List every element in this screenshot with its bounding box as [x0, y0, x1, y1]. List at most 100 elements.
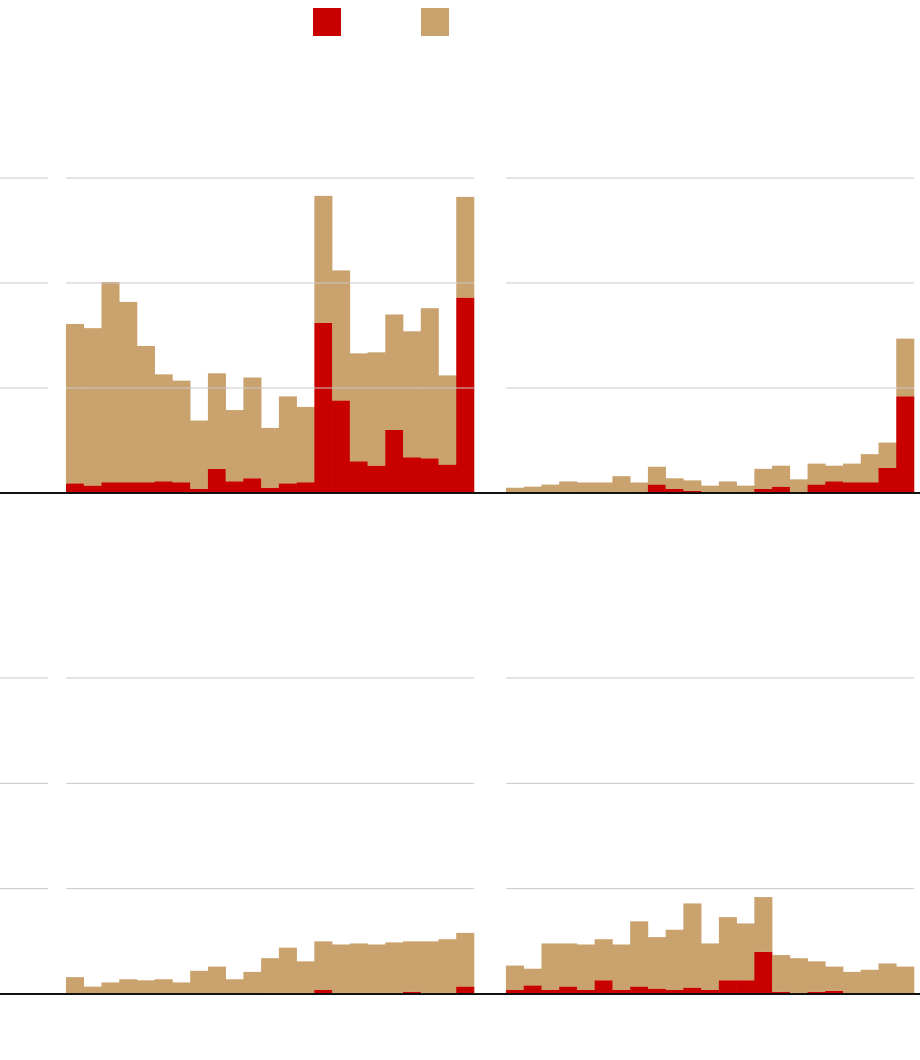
bar-segment	[878, 467, 897, 493]
bar-segment	[754, 468, 773, 489]
bar-segment	[843, 482, 862, 493]
bar-segment	[860, 969, 879, 994]
bar-segment	[718, 980, 737, 994]
bar-segment	[559, 943, 578, 987]
bar-segment	[243, 377, 262, 479]
bar-segment	[541, 989, 560, 994]
legend-swatch	[421, 8, 449, 36]
bar-segment	[190, 488, 209, 493]
bar-segment	[807, 484, 826, 493]
bar-segment	[314, 195, 333, 323]
bar-segment	[683, 987, 702, 994]
bar-segment	[438, 464, 457, 493]
bar-segment	[612, 989, 631, 994]
bar-segment	[630, 986, 649, 994]
bar-segment	[261, 958, 280, 993]
bar-segment	[314, 941, 333, 990]
bar-segment	[630, 482, 649, 493]
bar-segment	[630, 921, 649, 987]
bar-segment	[701, 943, 720, 990]
bar-segment	[523, 985, 542, 994]
bar-segment	[278, 947, 297, 993]
bar-segment	[403, 457, 422, 493]
bar-segment	[789, 479, 808, 493]
bar-segment	[172, 482, 191, 493]
bar-segment	[896, 966, 915, 994]
bar-segment	[754, 951, 773, 994]
bar-segment	[701, 989, 720, 994]
bar-segment	[385, 314, 404, 430]
bar-segment	[878, 963, 897, 994]
bar-segment	[878, 442, 897, 468]
bar-segment	[172, 380, 191, 483]
bar-segment	[349, 461, 368, 493]
bar-segment	[665, 478, 684, 489]
bar-segment	[314, 989, 333, 994]
bar-segment	[190, 970, 209, 994]
bar-segment	[860, 482, 879, 493]
bar-segment	[261, 487, 280, 493]
bar-segment	[772, 991, 791, 994]
bar-segment	[683, 480, 702, 491]
bar-segment	[349, 943, 368, 993]
bar-segment	[665, 929, 684, 990]
bar-segment	[456, 932, 475, 987]
bar-segment	[278, 483, 297, 493]
bar-segment	[243, 478, 262, 493]
bar-segment	[456, 297, 475, 493]
bar-segment	[843, 971, 862, 994]
bar-segment	[789, 958, 808, 993]
bar-segment	[385, 430, 404, 493]
bar-segment	[66, 323, 85, 484]
bar-segment	[843, 463, 862, 483]
bar-segment	[296, 482, 315, 493]
bar-segment	[225, 410, 244, 482]
bar-segment	[119, 979, 138, 994]
legend-swatch	[313, 8, 341, 36]
bar-segment	[83, 328, 102, 486]
bar-segment	[772, 465, 791, 487]
bar-segment	[825, 990, 844, 994]
bar-segment	[825, 966, 844, 991]
bar-segment	[83, 986, 102, 994]
bar-segment	[825, 465, 844, 482]
bar-segment	[647, 937, 666, 989]
bar-segment	[807, 991, 826, 994]
bar-segment	[523, 968, 542, 986]
bar-segment	[896, 396, 915, 493]
bar-segment	[101, 982, 120, 994]
bar-segment	[559, 481, 578, 492]
bar-segment	[420, 458, 439, 493]
bar-segment	[101, 281, 120, 483]
bar-segment	[154, 979, 173, 994]
bar-segment	[772, 955, 791, 992]
bar-segment	[754, 897, 773, 952]
bar-segment	[420, 308, 439, 459]
bar-segment	[438, 375, 457, 465]
bar-segment	[506, 487, 525, 493]
bar-segment	[314, 322, 333, 493]
bar-segment	[136, 346, 155, 483]
bar-segment	[825, 481, 844, 493]
bar-segment	[683, 490, 702, 493]
bar-segment	[594, 482, 613, 493]
bar-segment	[665, 488, 684, 493]
bar-segment	[66, 977, 85, 994]
bar-segment	[101, 482, 120, 493]
bar-segment	[523, 486, 542, 493]
bar-segment	[420, 941, 439, 993]
bar-segment	[647, 484, 666, 493]
bar-segment	[736, 980, 755, 994]
bar-segment	[154, 481, 173, 493]
bar-segment	[506, 965, 525, 990]
bar-segment	[119, 482, 138, 493]
bar-segment	[701, 485, 720, 493]
bar-segment	[736, 485, 755, 493]
bar-segment	[612, 944, 631, 990]
bar-segment	[612, 476, 631, 492]
bar-segment	[225, 481, 244, 493]
bar-segment	[772, 486, 791, 493]
bar-segment	[225, 979, 244, 994]
bar-segment	[683, 903, 702, 988]
bar-segment	[456, 986, 475, 994]
